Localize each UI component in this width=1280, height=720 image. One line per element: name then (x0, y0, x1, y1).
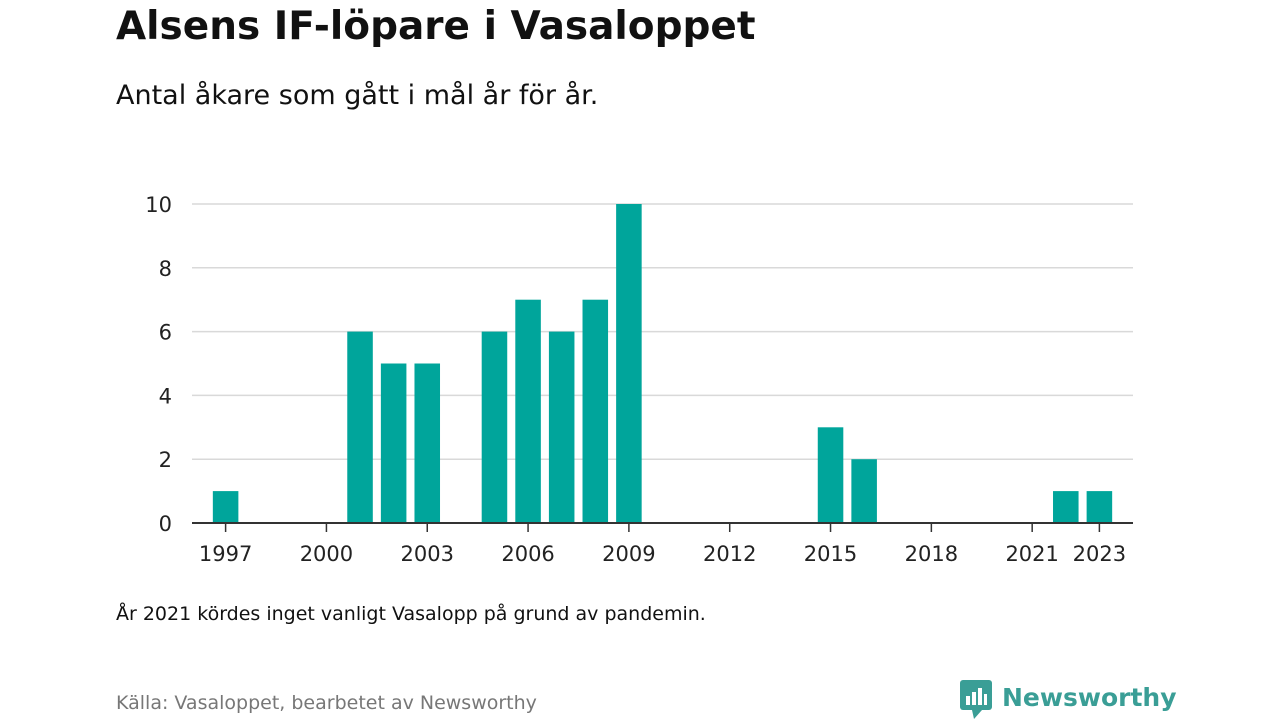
y-tick-label: 8 (159, 257, 172, 281)
bar-1997 (212, 491, 239, 523)
y-tick-label: 2 (159, 448, 172, 472)
x-tick-label: 2003 (401, 542, 454, 566)
x-tick-label: 2000 (300, 542, 353, 566)
bar-2015 (817, 427, 844, 523)
chart-title: Alsens IF-löpare i Vasaloppet (116, 4, 756, 49)
y-tick-label: 6 (159, 321, 172, 345)
y-tick-label: 0 (159, 512, 172, 536)
x-tick-label: 2006 (501, 542, 554, 566)
x-tick-label: 2012 (703, 542, 756, 566)
bar-2008 (582, 299, 609, 523)
bar-2005 (481, 331, 508, 523)
bar-layer (212, 204, 1113, 523)
x-tick-label: 2018 (905, 542, 958, 566)
bar-2002 (380, 363, 407, 523)
bar-2022 (1053, 491, 1079, 523)
newsworthy-logo-icon (960, 680, 992, 719)
bar-2006 (515, 299, 541, 523)
brand-name: Newsworthy (1002, 682, 1177, 712)
bar-2009 (616, 204, 642, 523)
bar-2003 (414, 363, 441, 523)
bar-chart: 0 2 4 6 8 10 1997 2000 2003 2006 2009 2012 2015 2018 2… (145, 193, 1133, 566)
x-tick-label: 2023 (1073, 542, 1126, 566)
x-tick-label: 2009 (602, 542, 655, 566)
source-credit: Källa: Vasaloppet, bearbetet av Newswort… (116, 692, 537, 714)
y-tick-label: 10 (145, 193, 172, 217)
chart-subtitle: Antal åkare som gått i mål år för år. (116, 80, 599, 111)
x-tick-label: 1997 (199, 542, 252, 566)
footnote: År 2021 kördes inget vanligt Vasalopp på… (116, 603, 706, 625)
brand-logo: Newsworthy (960, 680, 1177, 720)
x-tick-label: 2021 (1005, 542, 1058, 566)
axis-layer: 0 2 4 6 8 10 1997 2000 2003 2006 2009 2012 2015 2018 2… (145, 193, 1133, 566)
bar-2016 (851, 459, 877, 523)
bar-2007 (548, 331, 575, 523)
grid-layer (192, 203, 1133, 460)
y-tick-label: 4 (159, 384, 172, 408)
bar-2023 (1086, 491, 1113, 523)
x-tick-label: 2015 (804, 542, 857, 566)
bar-2001 (347, 331, 373, 523)
